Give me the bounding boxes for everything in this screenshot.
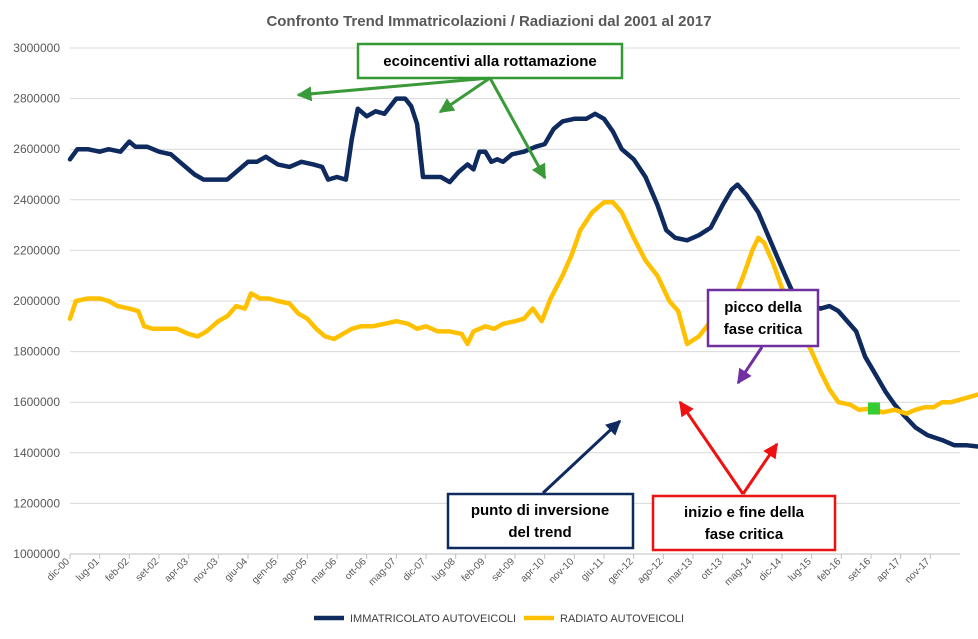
x-tick-label: ago-05 — [280, 556, 310, 586]
y-tick-label: 1800000 — [13, 345, 60, 359]
annotation-box — [356, 42, 624, 80]
y-tick-label: 1400000 — [13, 446, 60, 460]
x-tick-label: set-16 — [846, 556, 874, 584]
series-line-radiato — [67, 200, 978, 416]
annotation-text: fase critica — [705, 526, 784, 543]
x-tick-label: set-02 — [134, 556, 162, 584]
x-tick-label: feb-16 — [816, 556, 844, 584]
x-tick-label: dic-14 — [757, 556, 784, 583]
annotation-inversione: punto di inversione del trend — [446, 492, 635, 550]
x-tick-label: mag-14 — [723, 556, 755, 588]
y-tick-label: 2200000 — [13, 243, 60, 257]
x-tick-label: nov-03 — [191, 556, 221, 586]
annotation-inizio-fine: inizio e fine della fase critica — [651, 494, 837, 552]
legend-label: IMMATRICOLATO AUTOVEICOLI — [350, 613, 516, 625]
y-axis: 3000000 2800000 2600000 2400000 2200000 20000… — [13, 41, 60, 561]
annotation-arrow — [488, 77, 547, 180]
x-tick-label: apr-10 — [519, 556, 548, 585]
x-tick-label: giu-11 — [579, 556, 606, 583]
annotation-arrow — [678, 400, 745, 495]
y-tick-label: 3000000 — [13, 41, 60, 55]
x-tick-label: feb-09 — [460, 556, 488, 584]
x-tick-label: mag-07 — [367, 556, 399, 588]
x-tick-label: nov-17 — [903, 556, 933, 586]
y-tick-label: 2600000 — [13, 142, 60, 156]
annotation-box — [651, 494, 837, 552]
x-tick-label: gen-12 — [606, 556, 636, 586]
annotation-arrow — [541, 419, 622, 495]
x-tick-label: lug-08 — [430, 556, 458, 584]
x-tick-label: dic-07 — [401, 556, 428, 583]
y-tick-label: 1200000 — [13, 496, 60, 510]
series-line-immatricolato — [67, 96, 978, 449]
annotation-arrow — [438, 76, 491, 114]
annotation-text: ecoincentivi alla rottamazione — [383, 53, 596, 70]
annotation-arrows — [296, 76, 779, 495]
x-tick-label: apr-17 — [875, 556, 904, 585]
chart-title: Confronto Trend Immatricolazioni / Radia… — [266, 13, 711, 30]
x-tick-label: apr-03 — [163, 556, 192, 585]
x-tick-label: mar-06 — [309, 556, 339, 586]
x-tick-label: feb-02 — [104, 556, 132, 584]
x-tick-label: ott-13 — [699, 556, 725, 582]
annotation-boxes: ecoincentivi alla rottamazione punto di i… — [356, 42, 837, 552]
annotation-arrow — [741, 442, 779, 495]
x-axis: dic-00 lug-01 feb-02 set-02 apr-03 nov-03 giu-… — [45, 553, 960, 588]
y-tick-label: 2800000 — [13, 92, 60, 106]
annotation-arrow — [736, 346, 764, 385]
annotation-text: fase critica — [724, 321, 803, 338]
annotation-picco: picco della fase critica — [706, 288, 820, 348]
y-tick-label: 1600000 — [13, 395, 60, 409]
x-tick-label: set-09 — [490, 556, 518, 584]
legend-label: RADIATO AUTOVEICOLI — [560, 613, 684, 625]
marker-layer — [867, 402, 880, 415]
y-tick-label: 2400000 — [13, 193, 60, 207]
x-tick-label: ott-06 — [343, 556, 369, 582]
annotation-text: del trend — [508, 524, 571, 541]
annotation-arrow — [296, 76, 491, 102]
y-tick-label: 1000000 — [13, 547, 60, 561]
series-layer — [67, 96, 978, 449]
x-tick-label: lug-01 — [74, 556, 102, 584]
legend: IMMATRICOLATO AUTOVEICOLI RADIATO AUTOVEI… — [314, 613, 684, 625]
trend-inversion-marker — [867, 402, 880, 415]
annotation-text: punto di inversione — [471, 502, 609, 519]
annotation-text: inizio e fine della — [684, 504, 805, 521]
x-tick-label: lug-15 — [786, 556, 814, 584]
y-tick-label: 2000000 — [13, 294, 60, 308]
annotation-text: picco della — [724, 299, 802, 316]
x-tick-label: nov-10 — [547, 556, 577, 586]
annotation-rottamazione: ecoincentivi alla rottamazione — [356, 42, 624, 80]
x-tick-label: ago-12 — [636, 556, 666, 586]
x-tick-label: mar-13 — [665, 556, 695, 586]
annotation-box — [706, 288, 820, 348]
x-tick-label: giu-04 — [223, 556, 251, 584]
annotation-box — [446, 492, 635, 550]
x-tick-label: gen-05 — [250, 556, 280, 586]
